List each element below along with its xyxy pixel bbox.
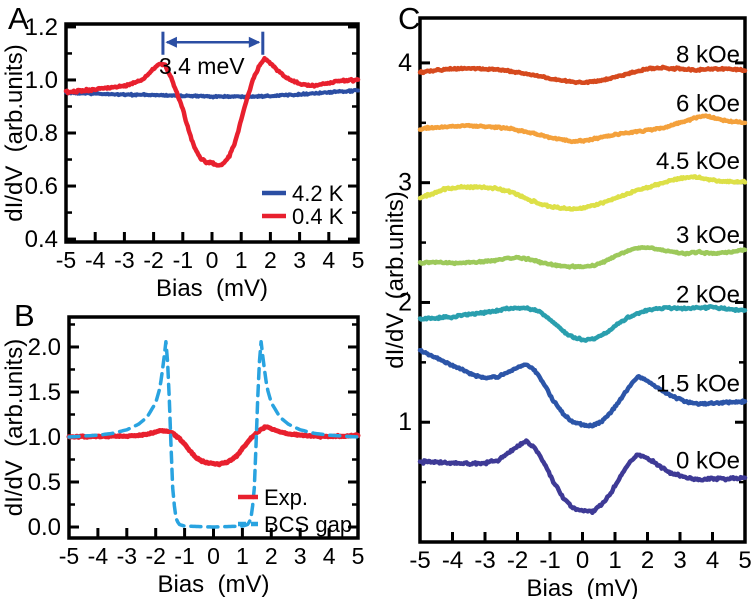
x-axis-label: Bias (mV): [526, 575, 638, 599]
x-tick-label: -4: [88, 543, 109, 569]
x-tick-label: 0: [206, 247, 219, 273]
series-0-kOe: [417, 438, 748, 516]
curve-label: 0 kOe: [676, 447, 740, 474]
x-tick-label: -2: [507, 547, 528, 574]
curve-label: 2 kOe: [676, 281, 740, 308]
y-tick-label: 1.5: [28, 379, 61, 406]
y-tick-label: 0.0: [28, 514, 61, 541]
x-tick-label: -1: [539, 547, 560, 574]
panel-label-b: B: [14, 298, 35, 333]
x-tick-label: 3: [294, 543, 307, 569]
x-axis-label: Bias (mV): [157, 571, 269, 598]
legend-label: 4.2 K: [292, 181, 344, 206]
y-tick-label: 1.0: [25, 67, 58, 94]
y-tick-label: 0.5: [28, 469, 61, 496]
series-BCS-gap: [67, 339, 360, 529]
x-axis-label: Bias (mV): [156, 275, 268, 302]
x-tick-label: 0: [207, 543, 220, 569]
series-3-kOe: [417, 245, 748, 270]
curve-label: 1.5 kOe: [656, 371, 740, 398]
x-tick-label: -5: [56, 247, 76, 273]
x-tick-label: 4: [322, 247, 335, 273]
x-tick-label: -3: [114, 247, 134, 273]
x-tick-label: 2: [264, 247, 277, 273]
panel-label-c: C: [398, 1, 421, 36]
x-tick-label: 3: [293, 247, 306, 273]
x-tick-label: 5: [352, 247, 365, 273]
curve-label: 3 kOe: [676, 222, 740, 249]
x-tick-label: 1: [608, 547, 621, 574]
x-tick-label: -5: [409, 547, 430, 574]
series-1-5-kOe: [417, 347, 748, 429]
y-tick-label: 2.0: [28, 334, 61, 361]
x-tick-label: 5: [738, 547, 751, 574]
y-tick-label: 1.2: [25, 14, 58, 41]
legend: 4.2 K0.4 K: [262, 181, 344, 229]
plot-frame: [67, 315, 360, 540]
y-axis-label: dI/dV (arb.units): [382, 191, 409, 368]
arrowhead-left-icon: [165, 36, 177, 48]
x-tick-label: -3: [117, 543, 137, 569]
y-axis-label: dI/dV (arb.units): [1, 44, 28, 221]
x-tick-label: -4: [442, 547, 463, 574]
series-8-kOe: [417, 64, 748, 86]
x-tick-label: -1: [173, 247, 193, 273]
series-2-kOe: [417, 304, 748, 343]
x-tick-label: -3: [474, 547, 495, 574]
arrowhead-right-icon: [248, 36, 261, 48]
y-tick-label: 2: [398, 288, 412, 316]
y-tick-label: 1: [398, 408, 412, 436]
x-tick-label: 3: [673, 547, 686, 574]
x-tick-label: 5: [352, 543, 365, 569]
series-6-kOe: [417, 113, 748, 145]
y-tick-label: 0.6: [25, 173, 58, 200]
x-tick-label: -2: [145, 543, 165, 569]
x-tick-label: -1: [174, 543, 194, 569]
gap-annotation: 3.4 meV: [159, 31, 265, 79]
y-tick-label: 4: [398, 49, 412, 77]
x-tick-label: 4: [323, 543, 336, 569]
legend-label: BCS gap: [264, 512, 352, 537]
annotation-text: 3.4 meV: [159, 53, 245, 79]
x-tick-label: 1: [236, 543, 249, 569]
series-Exp: [66, 424, 361, 468]
panel-label-a: A: [8, 1, 29, 36]
series-4-5-kOe: [417, 174, 748, 212]
y-axis-label: dI/dV (arb.units): [1, 339, 28, 516]
x-tick-label: -4: [85, 247, 106, 273]
legend: Exp.BCS gap: [238, 485, 352, 537]
plot-frame: [64, 22, 360, 244]
plot-frame: [418, 16, 747, 544]
curve-label: 8 kOe: [676, 41, 740, 68]
x-tick-label: -2: [143, 247, 163, 273]
y-tick-label: 0.8: [25, 120, 58, 147]
series-0-4-K: [63, 55, 361, 168]
x-tick-label: 0: [576, 547, 589, 574]
y-tick-label: 1.0: [28, 424, 61, 451]
x-tick-label: 2: [641, 547, 654, 574]
panel-A: -5 -4 -3 -2 -1 0 1 2 3 4 5 0.4 0.6 0.8 1.0 1.2 Bias (mV)…: [1, 14, 364, 302]
legend-label: 0.4 K: [292, 204, 344, 229]
panel-B: -5 -4 -3 -2 -1 0 1 2 3 4 5 0.0 0.5 1.0 1.5 2.0 Bias (mV)…: [1, 315, 365, 598]
curve-label: 6 kOe: [676, 90, 740, 117]
x-tick-label: 2: [265, 543, 278, 569]
legend-label: Exp.: [264, 485, 308, 510]
series-4-2-K: [64, 87, 360, 100]
y-tick-label: 0.4: [25, 226, 58, 253]
x-tick-label: 4: [706, 547, 719, 574]
y-tick-label: 3: [398, 169, 412, 197]
curve-label: 4.5 kOe: [656, 148, 740, 175]
x-tick-label: 1: [235, 247, 248, 273]
x-tick-label: -5: [59, 543, 79, 569]
